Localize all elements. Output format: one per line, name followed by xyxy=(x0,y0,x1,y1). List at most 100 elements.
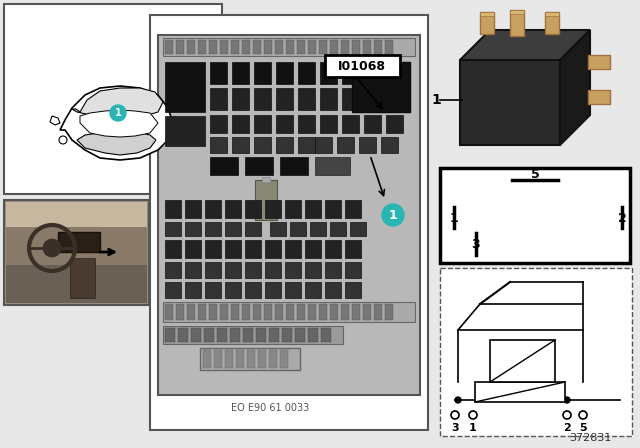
Circle shape xyxy=(564,397,570,403)
Bar xyxy=(341,304,349,320)
Bar xyxy=(315,137,332,153)
Bar xyxy=(275,40,283,54)
Bar xyxy=(209,304,217,320)
Bar xyxy=(185,222,201,236)
Bar xyxy=(363,40,371,54)
Bar xyxy=(275,304,283,320)
Bar xyxy=(276,88,293,110)
Bar xyxy=(210,62,227,84)
Bar xyxy=(320,88,337,110)
Bar xyxy=(588,90,610,104)
Bar xyxy=(270,222,286,236)
Bar xyxy=(342,115,359,133)
Bar xyxy=(158,35,420,395)
Bar xyxy=(264,304,272,320)
Bar xyxy=(205,262,221,278)
Bar xyxy=(480,12,494,34)
Bar xyxy=(165,304,173,320)
Bar xyxy=(70,258,95,298)
Bar xyxy=(295,328,305,342)
Circle shape xyxy=(469,411,477,419)
Bar xyxy=(352,62,410,112)
Text: 1: 1 xyxy=(388,208,397,221)
Bar xyxy=(298,88,315,110)
Text: 5: 5 xyxy=(531,168,540,181)
Bar xyxy=(217,328,227,342)
Bar xyxy=(305,262,321,278)
Bar xyxy=(359,137,376,153)
Bar xyxy=(205,222,221,236)
Bar xyxy=(165,282,181,298)
Bar xyxy=(247,350,255,368)
Bar xyxy=(185,200,201,218)
Bar xyxy=(176,304,184,320)
Bar xyxy=(337,137,354,153)
Text: EO E90 61 0033: EO E90 61 0033 xyxy=(231,403,309,413)
Text: 1: 1 xyxy=(431,93,441,107)
Bar xyxy=(330,304,338,320)
Bar xyxy=(342,88,359,110)
Bar xyxy=(345,240,361,258)
Bar xyxy=(254,62,271,84)
Bar xyxy=(286,304,294,320)
Bar xyxy=(165,222,181,236)
Bar xyxy=(176,40,184,54)
Bar xyxy=(386,115,403,133)
Bar xyxy=(236,350,244,368)
Bar xyxy=(187,304,195,320)
Bar xyxy=(305,200,321,218)
Bar xyxy=(165,62,205,112)
Bar xyxy=(385,40,393,54)
Bar xyxy=(320,115,337,133)
Bar xyxy=(150,15,428,430)
Bar xyxy=(298,137,315,153)
Bar xyxy=(165,240,181,258)
Circle shape xyxy=(455,397,461,403)
Bar xyxy=(258,350,266,368)
Bar xyxy=(352,40,360,54)
Bar xyxy=(242,304,250,320)
Bar xyxy=(440,268,632,436)
Bar xyxy=(191,328,201,342)
Circle shape xyxy=(44,240,60,256)
Bar xyxy=(280,350,288,368)
Bar xyxy=(285,240,301,258)
Bar xyxy=(200,348,300,370)
Bar xyxy=(510,10,524,36)
Bar xyxy=(269,350,277,368)
Bar xyxy=(342,62,359,84)
Polygon shape xyxy=(560,30,590,145)
Bar xyxy=(385,304,393,320)
Bar xyxy=(440,168,630,263)
Bar xyxy=(4,200,149,305)
Bar xyxy=(305,240,321,258)
Bar xyxy=(330,40,338,54)
Bar xyxy=(245,157,273,175)
Bar xyxy=(262,177,270,182)
Bar xyxy=(58,232,100,252)
Circle shape xyxy=(382,204,404,226)
Bar xyxy=(588,55,610,69)
Bar xyxy=(432,8,632,163)
Text: 3: 3 xyxy=(451,423,459,433)
Bar xyxy=(242,40,250,54)
Bar xyxy=(4,4,222,194)
Bar xyxy=(6,227,147,265)
Polygon shape xyxy=(460,60,560,145)
Bar xyxy=(178,328,188,342)
Bar xyxy=(364,115,381,133)
Bar xyxy=(319,40,327,54)
Bar xyxy=(282,328,292,342)
Text: 5: 5 xyxy=(579,423,587,433)
Text: 3: 3 xyxy=(472,237,480,250)
Bar xyxy=(280,157,308,175)
Bar xyxy=(220,304,228,320)
Bar xyxy=(225,350,233,368)
Bar xyxy=(545,12,559,34)
Polygon shape xyxy=(77,131,156,155)
Bar xyxy=(165,262,181,278)
Bar xyxy=(265,240,281,258)
Bar xyxy=(276,137,293,153)
Bar xyxy=(350,222,366,236)
Bar xyxy=(545,12,559,16)
